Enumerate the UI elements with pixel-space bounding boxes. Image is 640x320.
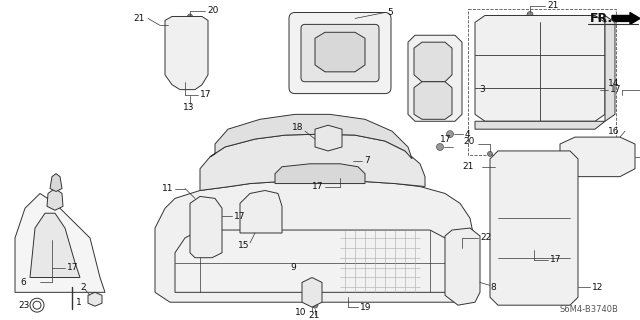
- Polygon shape: [475, 121, 605, 129]
- Text: 5: 5: [387, 8, 393, 17]
- Polygon shape: [414, 42, 452, 82]
- Circle shape: [593, 87, 599, 92]
- Polygon shape: [302, 277, 322, 307]
- Circle shape: [337, 170, 344, 177]
- Text: 20: 20: [463, 137, 474, 146]
- Circle shape: [166, 23, 170, 27]
- Polygon shape: [200, 134, 425, 190]
- Circle shape: [344, 157, 352, 165]
- Circle shape: [346, 290, 350, 294]
- Circle shape: [91, 295, 99, 303]
- Circle shape: [182, 52, 188, 58]
- Text: 19: 19: [360, 303, 371, 312]
- Circle shape: [495, 164, 500, 169]
- Circle shape: [173, 52, 177, 58]
- Circle shape: [173, 33, 177, 38]
- Polygon shape: [408, 35, 462, 121]
- Text: 9: 9: [290, 263, 296, 272]
- Text: 17: 17: [312, 182, 323, 191]
- Polygon shape: [190, 196, 222, 258]
- Polygon shape: [47, 188, 63, 210]
- Polygon shape: [490, 151, 578, 305]
- Circle shape: [182, 33, 188, 38]
- Text: 17: 17: [234, 212, 246, 221]
- Text: 11: 11: [162, 184, 173, 193]
- Circle shape: [527, 12, 533, 18]
- Bar: [170, 22, 203, 77]
- Text: 17: 17: [610, 85, 621, 94]
- Text: 17: 17: [440, 135, 451, 144]
- Text: 4: 4: [465, 130, 470, 139]
- Text: 18: 18: [292, 123, 303, 132]
- Polygon shape: [155, 180, 475, 302]
- Polygon shape: [275, 164, 365, 184]
- Circle shape: [436, 143, 444, 150]
- Text: 14: 14: [608, 79, 620, 88]
- Polygon shape: [475, 15, 605, 121]
- FancyArrow shape: [612, 12, 640, 24]
- Circle shape: [193, 52, 198, 58]
- Text: 21: 21: [133, 14, 145, 23]
- Polygon shape: [445, 228, 480, 305]
- Circle shape: [500, 82, 516, 98]
- Circle shape: [69, 283, 75, 288]
- Circle shape: [459, 275, 465, 280]
- Circle shape: [447, 131, 454, 138]
- Text: 3: 3: [479, 85, 484, 94]
- Circle shape: [182, 75, 188, 81]
- Text: 7: 7: [364, 156, 370, 165]
- Polygon shape: [315, 125, 342, 151]
- Polygon shape: [240, 190, 282, 233]
- Text: 2: 2: [80, 283, 86, 292]
- Polygon shape: [605, 15, 615, 121]
- Text: 17: 17: [200, 90, 211, 99]
- Circle shape: [488, 151, 493, 156]
- Text: 23: 23: [18, 301, 29, 310]
- Text: FR.: FR.: [590, 12, 613, 25]
- Text: 20: 20: [207, 6, 218, 15]
- Polygon shape: [175, 230, 455, 292]
- Circle shape: [531, 243, 537, 249]
- Text: 21: 21: [462, 162, 474, 171]
- Text: 16: 16: [608, 127, 620, 136]
- Circle shape: [344, 288, 352, 296]
- FancyBboxPatch shape: [289, 12, 391, 93]
- Text: 1: 1: [76, 298, 82, 307]
- Text: 22: 22: [480, 234, 492, 243]
- Polygon shape: [30, 213, 80, 277]
- Polygon shape: [210, 114, 412, 159]
- Text: S6M4-B3740B: S6M4-B3740B: [560, 305, 619, 314]
- Circle shape: [193, 33, 198, 38]
- Bar: [468, 9, 616, 155]
- Text: 21: 21: [308, 311, 319, 320]
- Polygon shape: [50, 174, 62, 191]
- Text: 6: 6: [20, 278, 26, 287]
- Text: 21: 21: [547, 1, 558, 10]
- Bar: [450, 263, 472, 284]
- Circle shape: [215, 213, 221, 219]
- Polygon shape: [315, 32, 365, 72]
- Text: 15: 15: [238, 241, 250, 250]
- Circle shape: [203, 222, 211, 230]
- Text: 17: 17: [67, 263, 79, 272]
- Bar: [35, 277, 53, 285]
- Circle shape: [312, 302, 318, 308]
- Polygon shape: [414, 82, 452, 119]
- Text: 10: 10: [295, 308, 307, 316]
- Circle shape: [188, 14, 193, 19]
- Text: 17: 17: [550, 255, 561, 264]
- Text: 12: 12: [592, 283, 604, 292]
- Circle shape: [199, 218, 215, 234]
- Polygon shape: [15, 194, 105, 292]
- Polygon shape: [88, 292, 102, 306]
- Circle shape: [49, 237, 55, 243]
- FancyBboxPatch shape: [301, 24, 379, 82]
- Text: 13: 13: [183, 103, 195, 112]
- Polygon shape: [560, 137, 635, 177]
- Polygon shape: [165, 16, 208, 90]
- Circle shape: [504, 86, 512, 93]
- Text: 8: 8: [490, 283, 496, 292]
